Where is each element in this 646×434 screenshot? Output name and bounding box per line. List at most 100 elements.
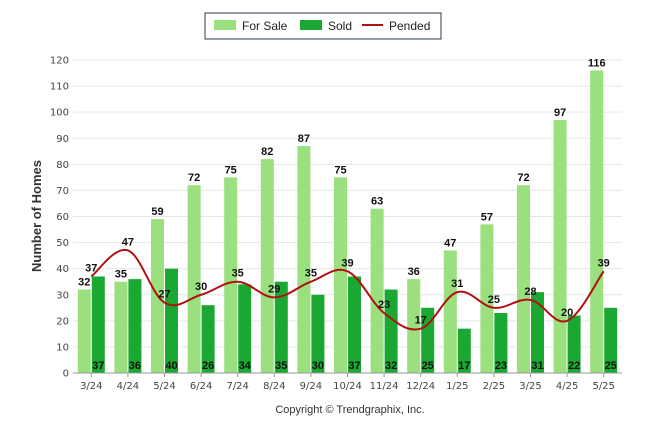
data-label-pended: 35: [305, 268, 317, 280]
data-label-for-sale: 75: [225, 164, 237, 176]
bar-for-sale: [297, 146, 311, 373]
bar-for-sale: [590, 70, 604, 373]
bar-for-sale: [187, 185, 201, 373]
data-label-pended: 31: [451, 278, 463, 290]
bar-sold: [457, 328, 471, 373]
bar-sold: [494, 313, 508, 373]
data-label-for-sale: 72: [517, 172, 529, 184]
data-label-for-sale: 35: [115, 269, 127, 281]
bar-for-sale: [517, 185, 530, 373]
bar-for-sale: [334, 177, 347, 373]
y-tick-label: 30: [56, 290, 69, 301]
x-tick-label: 5/24: [153, 381, 175, 392]
x-tick-label: 6/24: [190, 381, 212, 392]
legend-swatch-for-sale: [214, 20, 236, 30]
data-label-pended: 23: [378, 299, 390, 311]
data-label-pended: 37: [85, 262, 97, 274]
data-labels: 32 37 35 36 59 40 72 26 75 34 82 35 87 30 75 37 63 32 36 25…: [78, 57, 617, 372]
data-label-sold: 37: [348, 360, 360, 372]
x-tick-label: 3/25: [519, 381, 541, 392]
data-label-for-sale: 57: [481, 211, 493, 223]
legend-label-for-sale: For Sale: [242, 19, 288, 33]
data-label-pended: 28: [524, 286, 536, 298]
data-label-pended: 35: [232, 268, 244, 280]
data-label-for-sale: 87: [298, 133, 310, 145]
x-tick-label: 9/24: [300, 381, 322, 392]
bar-for-sale: [77, 289, 91, 373]
data-label-sold: 25: [605, 360, 617, 372]
data-label-sold: 25: [422, 360, 434, 372]
pended-line: [90, 248, 605, 331]
data-label-for-sale: 36: [408, 266, 420, 278]
data-label-pended: 39: [341, 257, 353, 269]
y-tick-label: 50: [56, 238, 69, 249]
y-tick-label: 90: [56, 134, 69, 145]
data-label-pended: 39: [598, 257, 610, 269]
y-tick-label: 120: [50, 56, 69, 67]
bar-for-sale: [370, 208, 384, 373]
bar-sold: [311, 294, 325, 373]
bar-sold: [348, 276, 361, 373]
x-tick-label: 2/25: [483, 381, 505, 392]
grid-lines: [73, 59, 622, 348]
x-axis-ticks: 3/24 4/24 5/24 6/24 7/24 8/24 9/24 10/24 11/24 12…: [80, 373, 615, 392]
data-label-for-sale: 75: [334, 164, 346, 176]
x-tick-label: 1/25: [446, 381, 468, 392]
data-label-sold: 31: [531, 360, 543, 372]
y-tick-label: 40: [56, 264, 69, 275]
y-axis-ticks: 0 10 20 30 40 50 60 70 80 90 100 110 120: [50, 56, 69, 380]
data-label-pended: 47: [122, 236, 134, 248]
legend-label-sold: Sold: [328, 19, 352, 33]
data-label-for-sale: 97: [554, 107, 566, 119]
bar-sold: [274, 281, 288, 373]
data-label-for-sale: 72: [188, 172, 200, 184]
data-label-sold: 26: [202, 360, 214, 372]
x-tick-label: 12/24: [406, 381, 435, 392]
data-label-for-sale: 59: [151, 206, 163, 218]
data-label-sold: 35: [275, 360, 287, 372]
y-tick-label: 60: [56, 212, 69, 223]
y-tick-label: 20: [56, 316, 69, 327]
data-label-pended: 20: [561, 307, 573, 319]
pended-line-group: [90, 248, 605, 331]
x-tick-label: 4/24: [117, 381, 139, 392]
bar-for-sale: [407, 279, 421, 373]
y-tick-label: 110: [50, 82, 69, 93]
bar-sold: [201, 305, 215, 373]
y-axis-label: Number of Homes: [29, 160, 44, 272]
bar-sold: [567, 315, 581, 373]
data-label-pended: 25: [488, 294, 500, 306]
y-tick-label: 80: [56, 160, 69, 171]
x-tick-label: 7/24: [226, 381, 248, 392]
bar-sold: [91, 276, 105, 373]
x-tick-label: 4/25: [556, 381, 578, 392]
data-label-sold: 37: [92, 360, 104, 372]
data-label-sold: 32: [385, 360, 397, 372]
legend-frame: [204, 12, 442, 40]
bar-for-sale: [260, 159, 274, 373]
data-label-for-sale: 116: [588, 57, 606, 69]
x-tick-label: 3/24: [80, 381, 102, 392]
bar-sold: [238, 284, 252, 373]
data-label-sold: 40: [165, 360, 177, 372]
bar-sold: [604, 307, 618, 373]
y-tick-label: 10: [56, 342, 69, 353]
data-label-pended: 17: [415, 315, 427, 327]
bar-for-sale: [224, 177, 238, 373]
copyright-text: Copyright © Trendgraphix, Inc.: [275, 404, 424, 416]
data-label-for-sale: 82: [261, 146, 273, 158]
y-tick-label: 100: [50, 108, 69, 119]
x-tick-label: 8/24: [263, 381, 285, 392]
bar-sold: [531, 292, 544, 373]
data-label-sold: 22: [568, 360, 580, 372]
data-label-for-sale: 32: [78, 277, 90, 289]
bar-sold: [384, 289, 398, 373]
data-label-pended: 30: [195, 281, 207, 293]
data-label-for-sale: 63: [371, 196, 383, 208]
bars: [77, 70, 618, 373]
bar-for-sale: [443, 250, 457, 373]
bar-sold: [128, 279, 142, 373]
bar-sold: [165, 268, 178, 373]
x-tick-label: 5/25: [592, 381, 614, 392]
